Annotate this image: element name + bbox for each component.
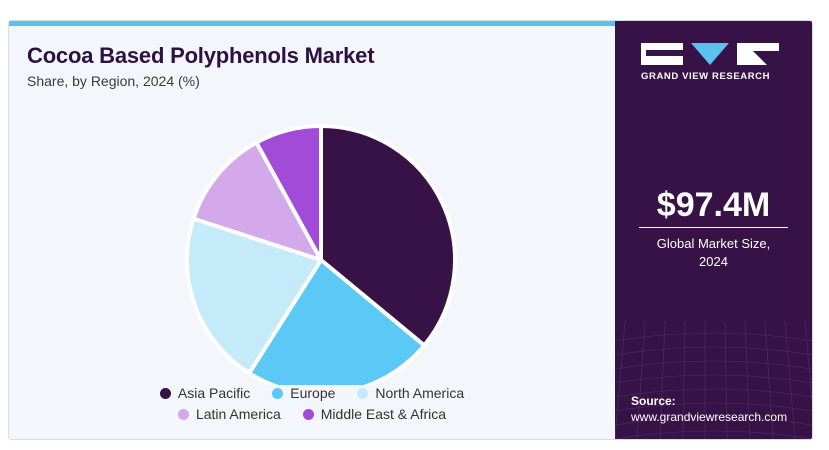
legend-swatch bbox=[302, 408, 314, 420]
legend-label: Europe bbox=[290, 385, 336, 401]
pie-slice-latin-america bbox=[191, 140, 323, 262]
legend-swatch bbox=[159, 387, 171, 399]
brand-logo: GRAND VIEW RESEARCH bbox=[641, 43, 791, 82]
market-size-label-line1: Global Market Size, bbox=[656, 236, 771, 251]
logo-triangle-icon bbox=[691, 43, 729, 65]
legend-swatch bbox=[177, 408, 189, 420]
source-url: www.grandviewresearch.com bbox=[631, 410, 788, 424]
pie-chart bbox=[185, 124, 457, 385]
pie-slice-asia-pacific bbox=[319, 124, 457, 348]
legend-item-latin-america: Latin America bbox=[177, 406, 281, 422]
legend-label: North America bbox=[375, 385, 465, 401]
accent-bar bbox=[9, 21, 615, 26]
legend-row-1: Asia Pacific Europe North America bbox=[9, 385, 615, 401]
legend-label: Latin America bbox=[195, 406, 281, 422]
market-size-value: $97.4M bbox=[656, 186, 771, 224]
pie-slice-middle-east-africa bbox=[254, 124, 323, 262]
legend-row-2: Latin America Middle East & Africa bbox=[9, 406, 615, 422]
legend-item-middle-east-africa: Middle East & Africa bbox=[302, 406, 447, 422]
value-divider bbox=[639, 227, 788, 228]
grid-decoration bbox=[615, 321, 812, 439]
legend-swatch bbox=[357, 387, 369, 399]
brand-name: GRAND VIEW RESEARCH bbox=[641, 71, 771, 82]
legend-item-asia-pacific: Asia Pacific bbox=[159, 385, 251, 401]
legend-swatch bbox=[272, 387, 284, 399]
source: Source: www.grandviewresearch.com bbox=[631, 393, 787, 425]
pie-slices bbox=[185, 124, 457, 385]
legend-label: Middle East & Africa bbox=[320, 406, 447, 422]
source-label: Source: bbox=[631, 394, 676, 408]
market-size-label: Global Market Size, 2024 bbox=[615, 235, 812, 271]
logo-marks bbox=[641, 43, 791, 65]
legend-item-north-america: North America bbox=[357, 385, 464, 401]
logo-mark-icon bbox=[641, 43, 683, 65]
chart-subtitle: Share, by Region, 2024 (%) bbox=[27, 73, 200, 89]
chart-card: Cocoa Based Polyphenols Market Share, by… bbox=[8, 20, 813, 440]
pie-slice-europe bbox=[247, 258, 427, 385]
logo-mark-icon bbox=[737, 43, 779, 65]
chart-title: Cocoa Based Polyphenols Market bbox=[27, 43, 375, 68]
info-panel: GRAND VIEW RESEARCH $97.4M Global Market… bbox=[615, 21, 812, 439]
legend-item-europe: Europe bbox=[272, 385, 335, 401]
pie-slice-north-america bbox=[185, 216, 323, 376]
chart-area: Cocoa Based Polyphenols Market Share, by… bbox=[9, 21, 615, 439]
legend-label: Asia Pacific bbox=[177, 385, 251, 401]
market-size-label-line2: 2024 bbox=[699, 254, 728, 269]
